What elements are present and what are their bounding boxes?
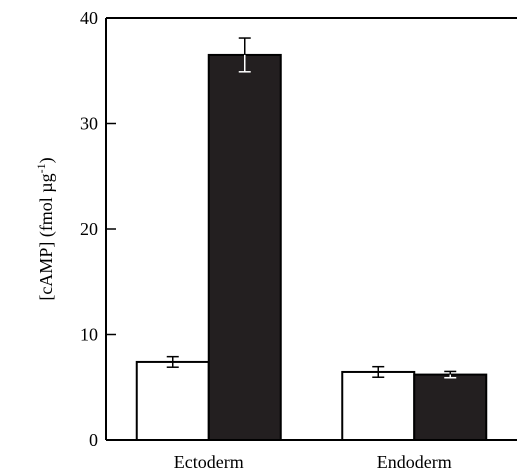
y-tick-label: 0 [89, 430, 98, 450]
y-tick-label: 20 [80, 219, 98, 239]
bar [207, 53, 282, 442]
bar [341, 370, 416, 442]
y-tick-label: 30 [80, 114, 98, 134]
y-label-sup: -1 [34, 163, 48, 173]
bar [413, 373, 488, 441]
y-axis-label: [cAMP] (fmol µg-1) [34, 157, 57, 300]
bar [135, 360, 210, 441]
y-tick-label: 40 [80, 8, 98, 28]
x-tick-label: Endoderm [377, 452, 452, 472]
x-tick-label: Ectoderm [174, 452, 244, 472]
y-label-end: ) [36, 157, 57, 163]
y-label-main: [cAMP] (fmol µg [36, 173, 57, 300]
y-tick-label: 10 [80, 325, 98, 345]
